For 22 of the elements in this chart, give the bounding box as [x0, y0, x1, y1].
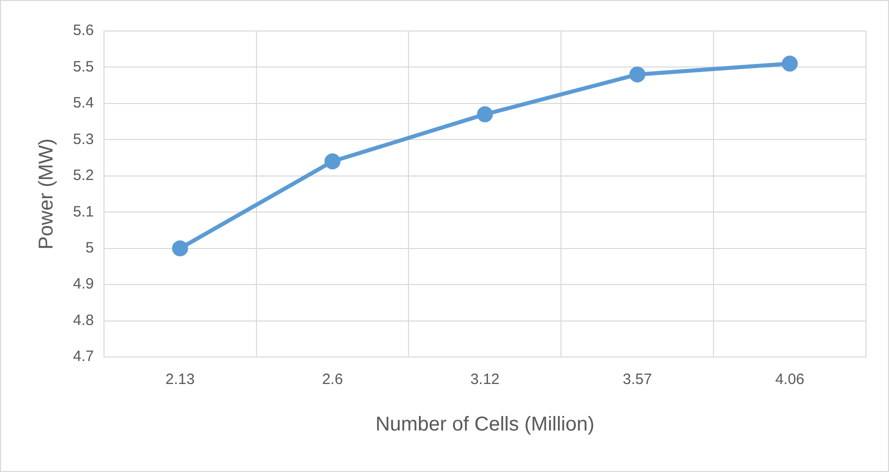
- x-tick-label: 2.6: [322, 371, 343, 388]
- y-tick-label: 5.6: [72, 22, 94, 40]
- x-tick-label: 3.57: [622, 371, 652, 388]
- y-tick-label: 5.2: [72, 167, 94, 184]
- x-tick-label: 3.12: [470, 371, 500, 388]
- x-tick-label: 4.06: [775, 371, 804, 388]
- y-axis-title: Power (MW): [36, 138, 58, 250]
- y-tick-label: 5.4: [72, 94, 94, 112]
- point: [172, 240, 188, 256]
- y-tick-label: 5: [86, 239, 94, 256]
- x-axis-title: Number of Cells (Million): [375, 414, 594, 436]
- point: [629, 66, 646, 82]
- y-tick-label: 4.8: [72, 312, 94, 329]
- y-tick-label: 5.5: [72, 58, 94, 76]
- y-tick-label: 4.9: [72, 276, 94, 293]
- y-tick-label: 4.7: [72, 348, 94, 366]
- point: [324, 153, 340, 170]
- x-tick-label: 2.13: [165, 371, 195, 388]
- point: [782, 56, 798, 72]
- point: [476, 106, 493, 122]
- y-tick-label: 5.1: [72, 203, 94, 220]
- y-tick-label: 5.3: [72, 130, 94, 148]
